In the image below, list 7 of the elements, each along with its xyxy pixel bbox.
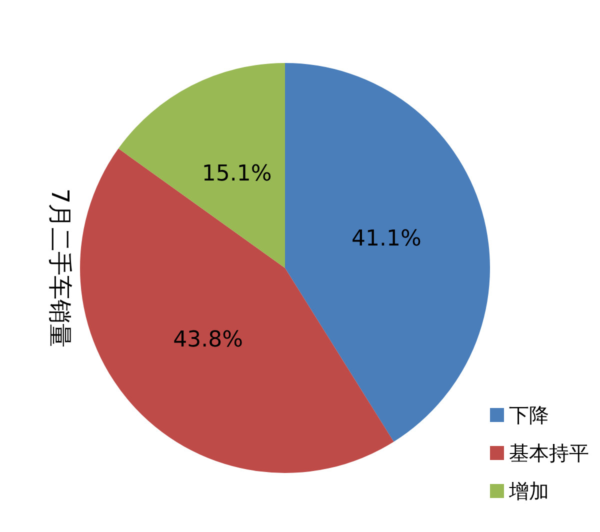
legend-label: 下降 xyxy=(509,403,549,427)
legend-label: 基本持平 xyxy=(509,441,589,465)
legend-label: 增加 xyxy=(508,479,549,503)
data-label: 43.8% xyxy=(173,328,244,353)
text: 7月二手车销量 xyxy=(46,188,74,348)
data-label: 15.1% xyxy=(202,162,272,187)
data-label: 41.1% xyxy=(351,226,422,252)
